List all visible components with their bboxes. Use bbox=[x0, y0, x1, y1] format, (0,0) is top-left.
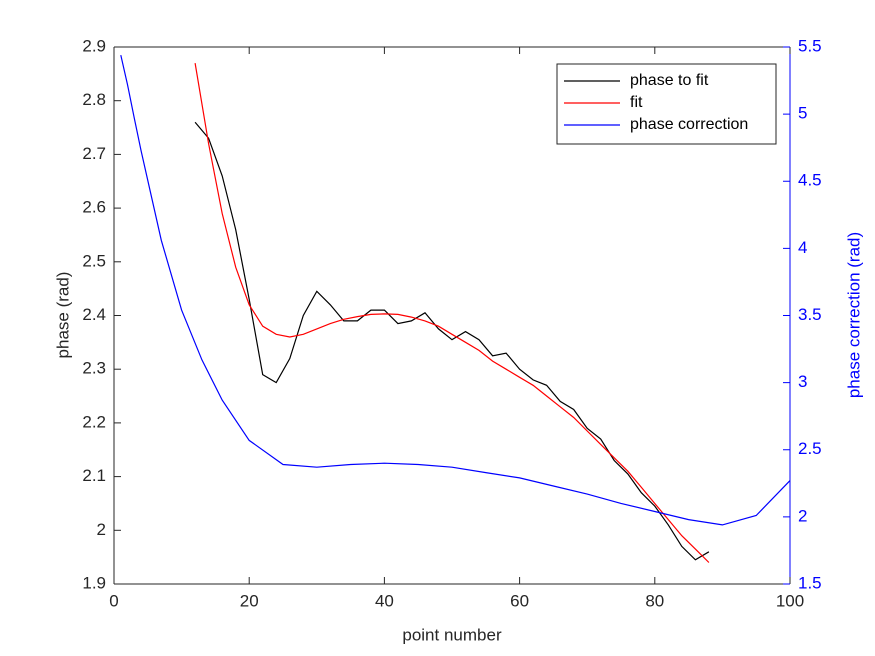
y-tick-label: 2.9 bbox=[82, 36, 106, 55]
x-axis-label: point number bbox=[402, 625, 502, 644]
y2-tick-label: 5.5 bbox=[798, 36, 822, 55]
y2-tick-label: 4.5 bbox=[798, 171, 822, 190]
y-tick-label: 2.1 bbox=[82, 466, 106, 485]
legend-box bbox=[556, 63, 777, 145]
y2-tick-label: 2 bbox=[798, 506, 807, 525]
y-tick-label: 2 bbox=[97, 520, 106, 539]
x-tick-label: 0 bbox=[109, 591, 118, 610]
x-tick-label: 40 bbox=[375, 591, 394, 610]
y-tick-label: 2.2 bbox=[82, 412, 106, 431]
y2-tick-label: 2.5 bbox=[798, 439, 822, 458]
y2-tick-label: 3.5 bbox=[798, 305, 822, 324]
y-tick-label: 2.3 bbox=[82, 359, 106, 378]
y-tick-label: 2.5 bbox=[82, 251, 106, 270]
x-tick-label: 80 bbox=[645, 591, 664, 610]
series-line bbox=[120, 54, 791, 526]
y-tick-label: 2.8 bbox=[82, 90, 106, 109]
y2-tick-label: 5 bbox=[798, 104, 807, 123]
x-tick-label: 100 bbox=[776, 591, 804, 610]
y2-tick-label: 1.5 bbox=[798, 573, 822, 592]
x-tick-label: 20 bbox=[240, 591, 259, 610]
legend-label: fit bbox=[630, 94, 643, 111]
series-line bbox=[194, 121, 710, 561]
y-tick-label: 2.4 bbox=[82, 305, 106, 324]
y-tick-label: 2.6 bbox=[82, 198, 106, 217]
y-tick-label: 1.9 bbox=[82, 573, 106, 592]
y-tick-label: 2.7 bbox=[82, 144, 106, 163]
series-line bbox=[194, 63, 710, 563]
x-tick-label: 60 bbox=[510, 591, 529, 610]
y-axis-label: phase (rad) bbox=[53, 272, 72, 359]
legend-label: phase correction bbox=[630, 116, 748, 133]
y2-tick-label: 4 bbox=[798, 238, 807, 257]
y2-axis-label: phase correction (rad) bbox=[844, 232, 863, 398]
y2-tick-label: 3 bbox=[798, 372, 807, 391]
legend-label: phase to fit bbox=[630, 72, 709, 89]
